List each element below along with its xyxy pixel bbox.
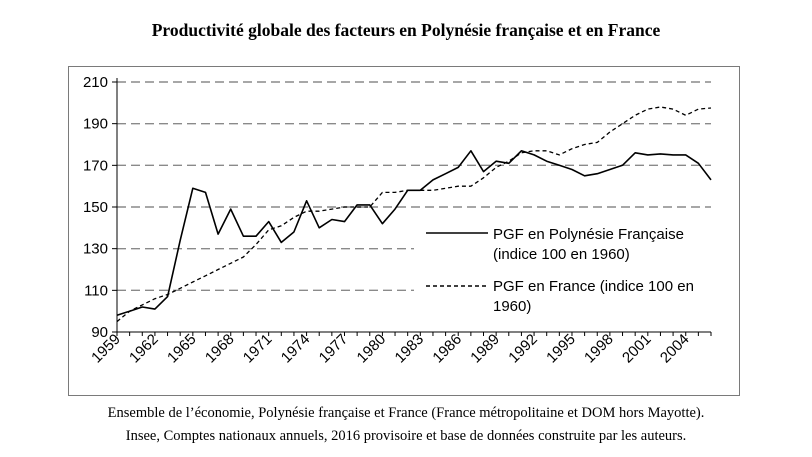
caption-scope: Ensemble de l’économie, Polynésie frança… xyxy=(107,405,705,421)
x-tick-label: 1962 xyxy=(126,331,162,367)
x-tick-label: 1983 xyxy=(392,331,428,367)
axes xyxy=(112,78,712,336)
y-tick-labels: 90 110 130 150 170 190 210 xyxy=(83,74,108,341)
x-tick-label: 2004 xyxy=(657,331,693,367)
x-tick-label: 1989 xyxy=(467,331,503,367)
series-line-france xyxy=(116,106,712,323)
caption-source: Insee, Comptes nationaux annuels, 2016 p… xyxy=(125,428,687,444)
y-tick-label: 90 xyxy=(91,324,108,341)
x-tick-labels: 1959 1962 1965 1968 1971 1974 1977 1980 1983 1986… xyxy=(88,331,692,367)
x-tick-label: 1992 xyxy=(505,331,541,367)
x-tick-label: 1998 xyxy=(581,331,617,367)
x-tick-label: 2001 xyxy=(619,331,655,367)
x-tick-label: 1995 xyxy=(543,331,579,367)
line-chart: 90 110 130 150 170 190 210 1959 1962 1965 1968 197… xyxy=(82,74,714,367)
x-tick-label: 1968 xyxy=(202,331,238,367)
legend: PGF en Polynésie Française (indice 100 e… xyxy=(414,214,714,320)
legend-label-france-1: PGF en France (indice 100 en xyxy=(493,278,694,295)
legend-label-polynesie-2: (indice 100 en 1960) xyxy=(493,246,630,263)
y-tick-label: 210 xyxy=(83,74,108,91)
x-tick-label: 1977 xyxy=(316,331,352,367)
x-tick-label: 1980 xyxy=(354,331,390,367)
x-tick-label: 1974 xyxy=(278,331,314,367)
y-tick-label: 130 xyxy=(83,241,108,258)
legend-label-france-2: 1960) xyxy=(493,298,531,315)
x-tick-label: 1971 xyxy=(240,331,276,367)
x-tick-label: 1965 xyxy=(164,331,200,367)
y-tick-label: 170 xyxy=(83,157,108,174)
y-tick-label: 150 xyxy=(83,199,108,216)
x-tick-label: 1986 xyxy=(429,331,465,367)
chart-title: Productivité globale des facteurs en Pol… xyxy=(151,20,661,40)
legend-background xyxy=(414,214,714,320)
series-lines xyxy=(116,106,712,323)
y-tick-label: 190 xyxy=(83,116,108,133)
chart-frame xyxy=(68,66,740,396)
legend-label-polynesie-1: PGF en Polynésie Française xyxy=(493,226,684,243)
y-tick-label: 110 xyxy=(84,282,108,299)
